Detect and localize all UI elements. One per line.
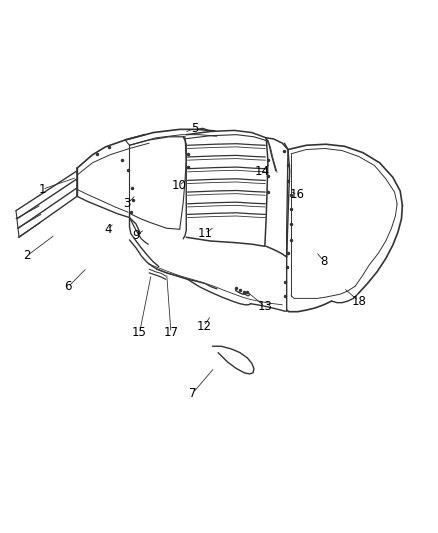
Text: 2: 2 [23, 249, 31, 262]
Text: 5: 5 [191, 122, 199, 135]
Text: 7: 7 [189, 386, 197, 400]
Text: 18: 18 [351, 295, 366, 308]
Text: 10: 10 [171, 179, 186, 192]
Text: 17: 17 [163, 326, 178, 340]
Text: 13: 13 [258, 300, 272, 313]
Text: 12: 12 [196, 320, 211, 333]
Text: 6: 6 [65, 280, 72, 293]
Text: 15: 15 [132, 326, 147, 340]
Text: 16: 16 [290, 188, 305, 201]
Text: 8: 8 [320, 255, 328, 268]
Text: 1: 1 [39, 183, 46, 196]
Text: 11: 11 [198, 227, 212, 240]
Text: 14: 14 [255, 165, 270, 179]
Text: 3: 3 [124, 197, 131, 211]
Text: 9: 9 [132, 229, 140, 242]
Text: 4: 4 [104, 223, 111, 236]
